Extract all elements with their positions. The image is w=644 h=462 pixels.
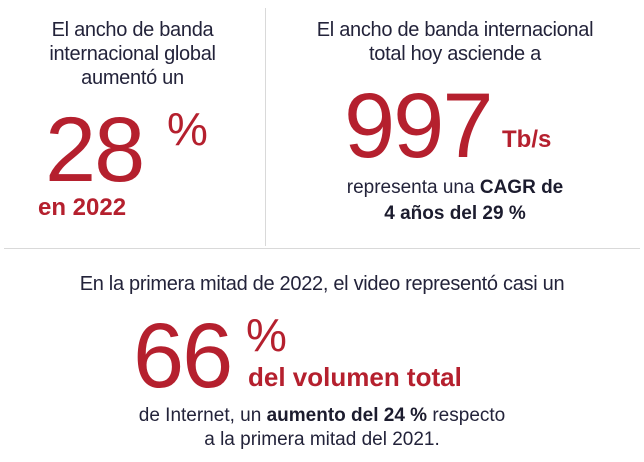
desc-text: de Internet, un xyxy=(138,405,267,426)
stat-intro: En la primera mitad de 2022, el video re… xyxy=(79,273,565,295)
desc-bold: 4 años del 29 % xyxy=(384,203,526,224)
desc-text: a la primera mitad del 2021. xyxy=(204,429,440,450)
stat-intro: El ancho de banda internacional total ho… xyxy=(266,18,644,66)
stat-subtitle: en 2022 xyxy=(38,194,127,221)
intro-line: El ancho de banda xyxy=(51,19,214,41)
stat-panel-video-share: En la primera mitad de 2022, el video re… xyxy=(0,250,644,462)
stat-description: representa una CAGR de 4 años del 29 % xyxy=(266,175,644,227)
stat-unit: Tb/s xyxy=(502,126,552,153)
stat-intro: El ancho de banda internacional global a… xyxy=(0,18,265,90)
desc-text: representa una xyxy=(346,177,480,198)
intro-line: total hoy asciende a xyxy=(369,43,541,65)
stat-subtitle: del volumen total xyxy=(248,362,462,392)
percent-sign: % xyxy=(167,103,208,155)
desc-bold: aumento del 24 % xyxy=(266,405,428,426)
percent-sign: % xyxy=(246,309,287,361)
intro-line: aumentó un xyxy=(81,67,184,89)
desc-text: respecto xyxy=(427,405,506,426)
intro-line: El ancho de banda internacional xyxy=(316,19,594,41)
horizontal-divider xyxy=(4,248,640,249)
stat-panel-total-bandwidth: El ancho de banda internacional total ho… xyxy=(266,0,644,248)
intro-line: internacional global xyxy=(49,43,216,65)
desc-bold: CAGR de xyxy=(479,177,564,198)
stat-value: 997 xyxy=(344,75,493,177)
stat-value: 66 xyxy=(133,305,233,407)
stat-description: de Internet, un aumento del 24 % respect… xyxy=(0,404,644,452)
vertical-divider xyxy=(265,8,266,246)
stat-value: 28 xyxy=(45,99,145,201)
stat-panel-bandwidth-growth: El ancho de banda internacional global a… xyxy=(0,0,265,248)
